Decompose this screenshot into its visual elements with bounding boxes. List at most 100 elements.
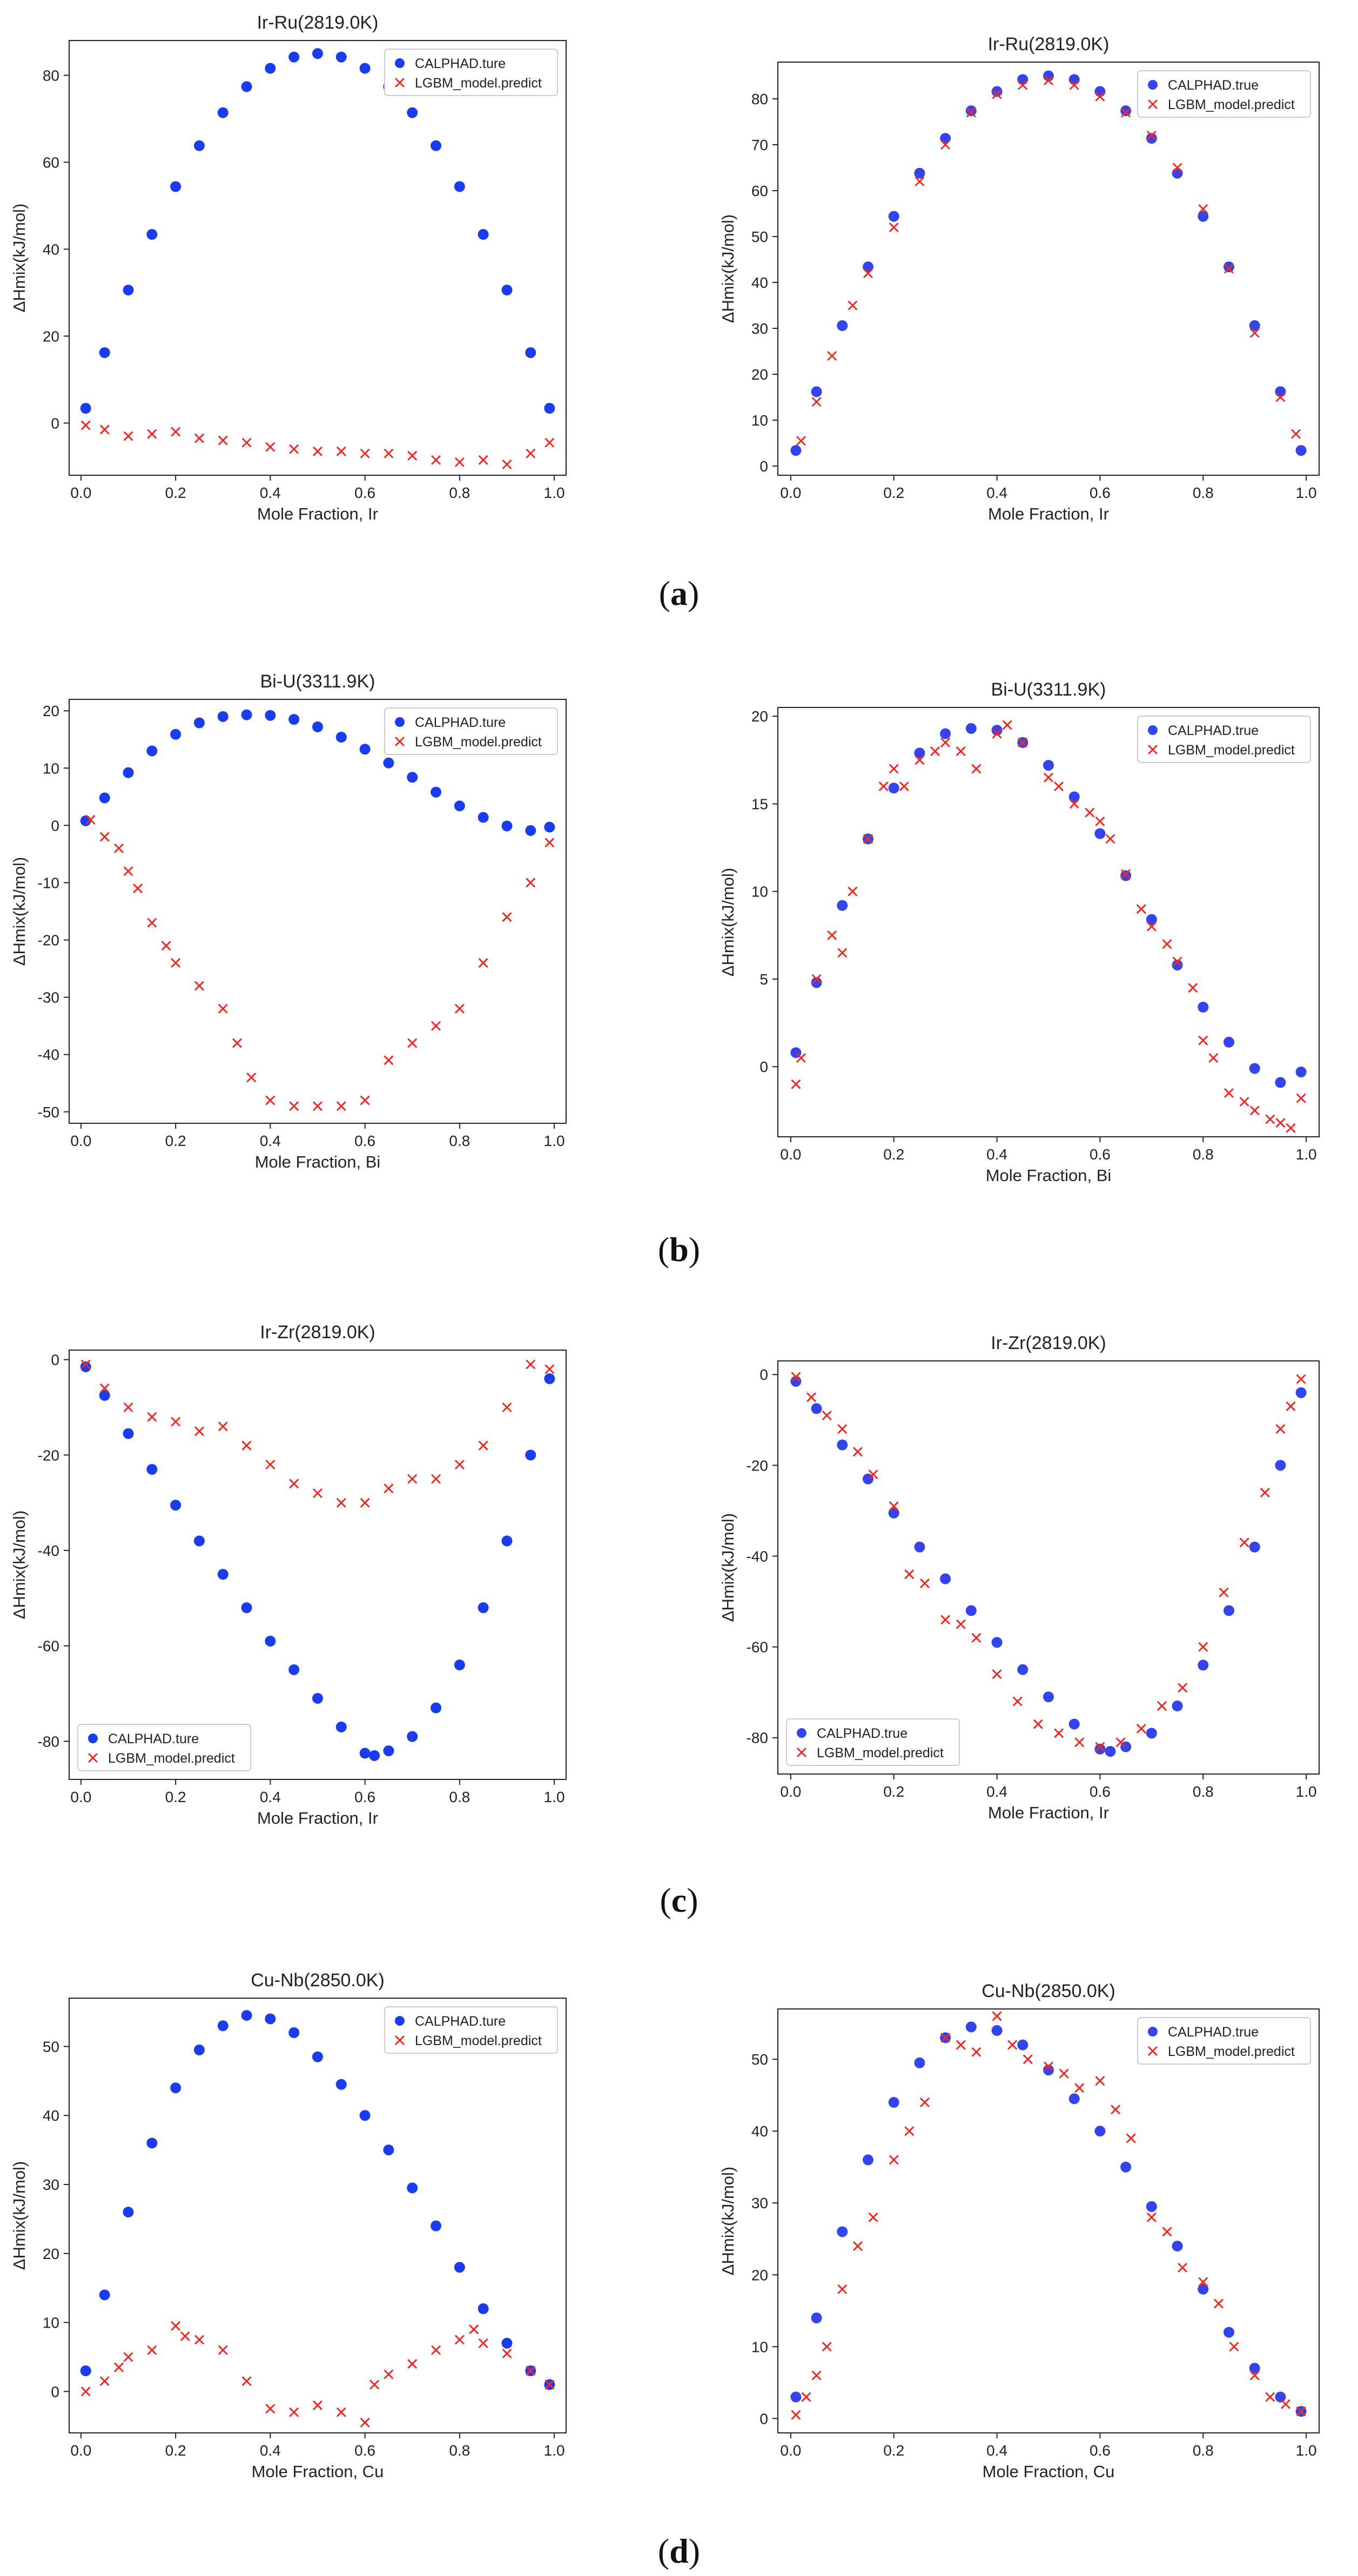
y-tick-label: 20 bbox=[751, 708, 768, 725]
lgbm-point bbox=[940, 139, 951, 150]
lgbm-point bbox=[992, 89, 1002, 99]
lgbm-point bbox=[904, 1569, 915, 1580]
lgbm-point bbox=[930, 746, 940, 757]
plot-frame bbox=[777, 1360, 1320, 1775]
plot-frame bbox=[777, 62, 1320, 476]
calphad-point bbox=[888, 783, 899, 794]
legend-marker-calphad bbox=[1148, 80, 1158, 90]
lgbm-point bbox=[99, 832, 110, 842]
legend-label: LGBM_model.predict bbox=[108, 1751, 235, 1766]
calphad-point bbox=[1249, 1541, 1260, 1553]
lgbm-point bbox=[1178, 1683, 1188, 1693]
lgbm-point bbox=[526, 448, 536, 458]
lgbm-point bbox=[80, 420, 91, 430]
calphad-point bbox=[837, 1439, 848, 1451]
y-axis-label: ΔHmix(kJ/mol) bbox=[10, 857, 29, 966]
legend-label: CALPHAD.ture bbox=[415, 715, 506, 730]
lgbm-point bbox=[827, 350, 837, 361]
lgbm-point bbox=[1280, 2399, 1291, 2409]
lgbm-point bbox=[822, 2342, 832, 2352]
lgbm-point bbox=[919, 1578, 930, 1588]
x-tick-label: 0.0 bbox=[70, 1132, 91, 1149]
lgbm-point bbox=[132, 884, 143, 894]
lgbm-point bbox=[113, 843, 124, 853]
lgbm-point bbox=[1043, 772, 1054, 783]
lgbm-point bbox=[889, 222, 899, 233]
lgbm-point bbox=[1069, 799, 1079, 809]
y-axis-label: ΔHmix(kJ/mol) bbox=[10, 1510, 29, 1620]
lgbm-point bbox=[113, 2362, 124, 2372]
lgbm-point bbox=[384, 1055, 394, 1066]
lgbm-point bbox=[1074, 2083, 1085, 2093]
charts-layer: Ir-Ru(2819.0K) 0.0 0.2 0.4 0.6 0.8 1.0 0 20 40 60 8… bbox=[10, 12, 1320, 2481]
lgbm-point bbox=[1136, 1723, 1146, 1734]
lgbm-point bbox=[360, 2417, 370, 2427]
x-tick-label: 0.8 bbox=[1193, 484, 1214, 501]
lgbm-point bbox=[241, 2376, 252, 2386]
calphad-point bbox=[146, 745, 158, 757]
lgbm-point bbox=[1095, 816, 1105, 826]
calphad-point bbox=[288, 2027, 300, 2038]
lgbm-point bbox=[502, 459, 512, 469]
lgbm-point bbox=[1121, 107, 1131, 118]
series-calphad bbox=[80, 709, 555, 836]
legend-marker-lgbm bbox=[1147, 744, 1158, 755]
calphad-point bbox=[1094, 86, 1106, 97]
y-tick-label: 10 bbox=[751, 412, 768, 429]
legend-box bbox=[384, 49, 558, 96]
calphad-point bbox=[431, 2220, 442, 2231]
legend-marker-lgbm bbox=[1147, 99, 1158, 110]
lgbm-point bbox=[878, 781, 889, 792]
x-tick-label: 0.6 bbox=[354, 1132, 375, 1149]
lgbm-point bbox=[431, 2345, 441, 2355]
chart-title: Ir-Ru(2819.0K) bbox=[257, 12, 379, 33]
x-tick-label: 0.6 bbox=[1090, 1146, 1111, 1163]
lgbm-point bbox=[1007, 2040, 1018, 2050]
calphad-point bbox=[1172, 960, 1183, 970]
legend: CALPHAD.ture LGBM_model.predict bbox=[384, 707, 558, 755]
calphad-point bbox=[1223, 2327, 1234, 2338]
chart-b-right: Bi-U(3311.9K) 0.0 0.2 0.4 0.6 0.8 1.0 0 5 10 15 20 M… bbox=[718, 679, 1320, 1185]
lgbm-point bbox=[312, 446, 323, 456]
calphad-point bbox=[811, 977, 822, 988]
y-tick-label: 10 bbox=[43, 2315, 59, 2331]
calphad-point bbox=[454, 181, 465, 192]
y-tick-label: -40 bbox=[38, 1047, 59, 1063]
lgbm-point bbox=[147, 2345, 157, 2355]
lgbm-point bbox=[852, 1447, 863, 1457]
calphad-point bbox=[454, 1660, 465, 1670]
calphad-point bbox=[146, 1464, 158, 1475]
legend-marker-calphad bbox=[88, 1734, 98, 1743]
calphad-point bbox=[99, 792, 110, 804]
calphad-point bbox=[123, 285, 134, 296]
y-tick-label: -40 bbox=[38, 1542, 59, 1559]
lgbm-point bbox=[1110, 2105, 1121, 2115]
y-axis-label: ΔHmix(kJ/mol) bbox=[718, 868, 737, 977]
calphad-point bbox=[335, 2079, 347, 2090]
lgbm-point bbox=[544, 2379, 555, 2390]
y-tick-label: 10 bbox=[43, 760, 59, 777]
calphad-point bbox=[80, 2365, 91, 2376]
lgbm-point bbox=[811, 974, 822, 984]
calphad-point bbox=[888, 2096, 899, 2108]
y-tick-label: 30 bbox=[751, 2195, 768, 2211]
lgbm-point bbox=[336, 446, 346, 456]
lgbm-point bbox=[336, 2407, 346, 2417]
x-tick-label: 0.6 bbox=[1090, 484, 1111, 501]
lgbm-point bbox=[1146, 2212, 1157, 2222]
y-tick-label: 30 bbox=[751, 320, 768, 337]
lgbm-point bbox=[194, 433, 205, 443]
y-tick-label: -10 bbox=[38, 874, 59, 891]
lgbm-point bbox=[1095, 1742, 1105, 1752]
lgbm-point bbox=[1043, 2061, 1054, 2072]
calphad-point bbox=[914, 2057, 925, 2068]
calphad-point bbox=[1094, 1743, 1106, 1755]
y-tick-label: 60 bbox=[751, 183, 768, 199]
calphad-point bbox=[217, 711, 228, 722]
legend-label: LGBM_model.predict bbox=[1168, 2044, 1295, 2059]
y-axis-label: ΔHmix(kJ/mol) bbox=[10, 2161, 29, 2270]
x-tick-label: 0.2 bbox=[165, 1789, 186, 1805]
y-tick-label: 0 bbox=[51, 817, 59, 834]
